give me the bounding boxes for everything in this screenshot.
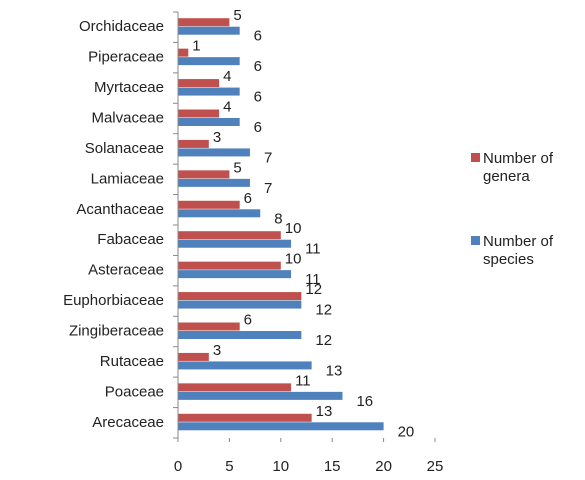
data-label: 12 xyxy=(305,281,322,298)
bar xyxy=(178,200,240,209)
data-label: 11 xyxy=(305,241,321,258)
bar xyxy=(178,209,261,218)
x-tick-label: 10 xyxy=(272,458,289,475)
data-label: 6 xyxy=(244,190,252,207)
data-label: 12 xyxy=(315,302,332,319)
y-tick-label: Euphorbiaceae xyxy=(63,292,164,309)
data-label: 3 xyxy=(213,342,221,359)
bar xyxy=(178,79,220,88)
data-label: 12 xyxy=(315,332,332,349)
bar xyxy=(178,48,189,57)
y-tick-label: Solanaceae xyxy=(85,140,164,157)
y-tick-label: Arecaceae xyxy=(92,414,164,431)
data-label: 1 xyxy=(192,38,200,55)
y-tick-label: Orchidaceae xyxy=(79,18,164,35)
legend-swatch xyxy=(471,236,480,245)
bar xyxy=(178,391,343,400)
y-tick-label: Piperaceae xyxy=(88,49,164,66)
bar xyxy=(178,178,250,187)
data-label: 3 xyxy=(213,129,221,146)
bar xyxy=(178,18,230,27)
data-label: 6 xyxy=(254,89,262,106)
bar xyxy=(178,300,302,309)
y-tick-label: Lamiaceae xyxy=(91,170,164,187)
data-label: 6 xyxy=(254,28,262,45)
data-label: 4 xyxy=(223,68,231,85)
bar xyxy=(178,413,312,422)
data-label: 11 xyxy=(305,271,321,288)
x-tick-label: 25 xyxy=(427,458,444,475)
bar xyxy=(178,118,240,126)
bar xyxy=(178,148,250,157)
data-label: 8 xyxy=(274,210,282,227)
bar xyxy=(178,170,230,179)
bar xyxy=(178,322,240,331)
bar xyxy=(178,26,240,35)
bar xyxy=(178,331,302,339)
y-tick-label: Asteraceae xyxy=(88,262,164,279)
data-label: 10 xyxy=(285,220,302,237)
data-label: 10 xyxy=(285,251,302,268)
y-tick-label: Zingiberaceae xyxy=(69,322,164,339)
legend-label: Number of species xyxy=(483,233,554,268)
data-label: 7 xyxy=(264,180,272,197)
y-tick-label: Poaceae xyxy=(105,383,164,400)
bar xyxy=(178,57,240,66)
data-label: 5 xyxy=(233,159,241,176)
data-label: 4 xyxy=(223,98,231,115)
bar xyxy=(178,292,302,301)
y-tick-label: Rutaceae xyxy=(100,353,164,370)
data-label: 7 xyxy=(264,149,272,166)
bar xyxy=(178,139,209,148)
bar xyxy=(178,87,240,96)
data-label: 13 xyxy=(326,362,343,379)
x-tick-label: 20 xyxy=(375,458,392,475)
data-label: 16 xyxy=(356,393,373,410)
bar xyxy=(178,109,220,118)
x-tick-label: 15 xyxy=(324,458,341,475)
y-tick-label: Myrtaceae xyxy=(94,79,164,96)
data-label: 6 xyxy=(244,311,252,328)
data-label: 5 xyxy=(233,7,241,24)
legend-label: Number of genera xyxy=(483,150,554,185)
y-tick-label: Malvaceae xyxy=(91,109,164,126)
data-label: 6 xyxy=(254,119,262,136)
bar xyxy=(178,422,384,431)
bar xyxy=(178,361,312,370)
bar xyxy=(178,231,281,240)
data-label: 13 xyxy=(316,403,333,420)
data-label: 20 xyxy=(398,423,415,440)
x-tick-label: 5 xyxy=(225,458,233,475)
data-label: 6 xyxy=(254,58,262,75)
x-tick-label: 0 xyxy=(174,458,182,475)
bar xyxy=(178,352,209,361)
bar xyxy=(178,383,292,392)
bar xyxy=(178,261,281,270)
legend-swatch xyxy=(471,153,480,162)
y-tick-label: Fabaceae xyxy=(97,231,164,248)
bar xyxy=(178,270,292,279)
bar xyxy=(178,239,292,248)
y-tick-label: Acanthaceae xyxy=(76,201,164,218)
data-label: 11 xyxy=(295,372,311,389)
